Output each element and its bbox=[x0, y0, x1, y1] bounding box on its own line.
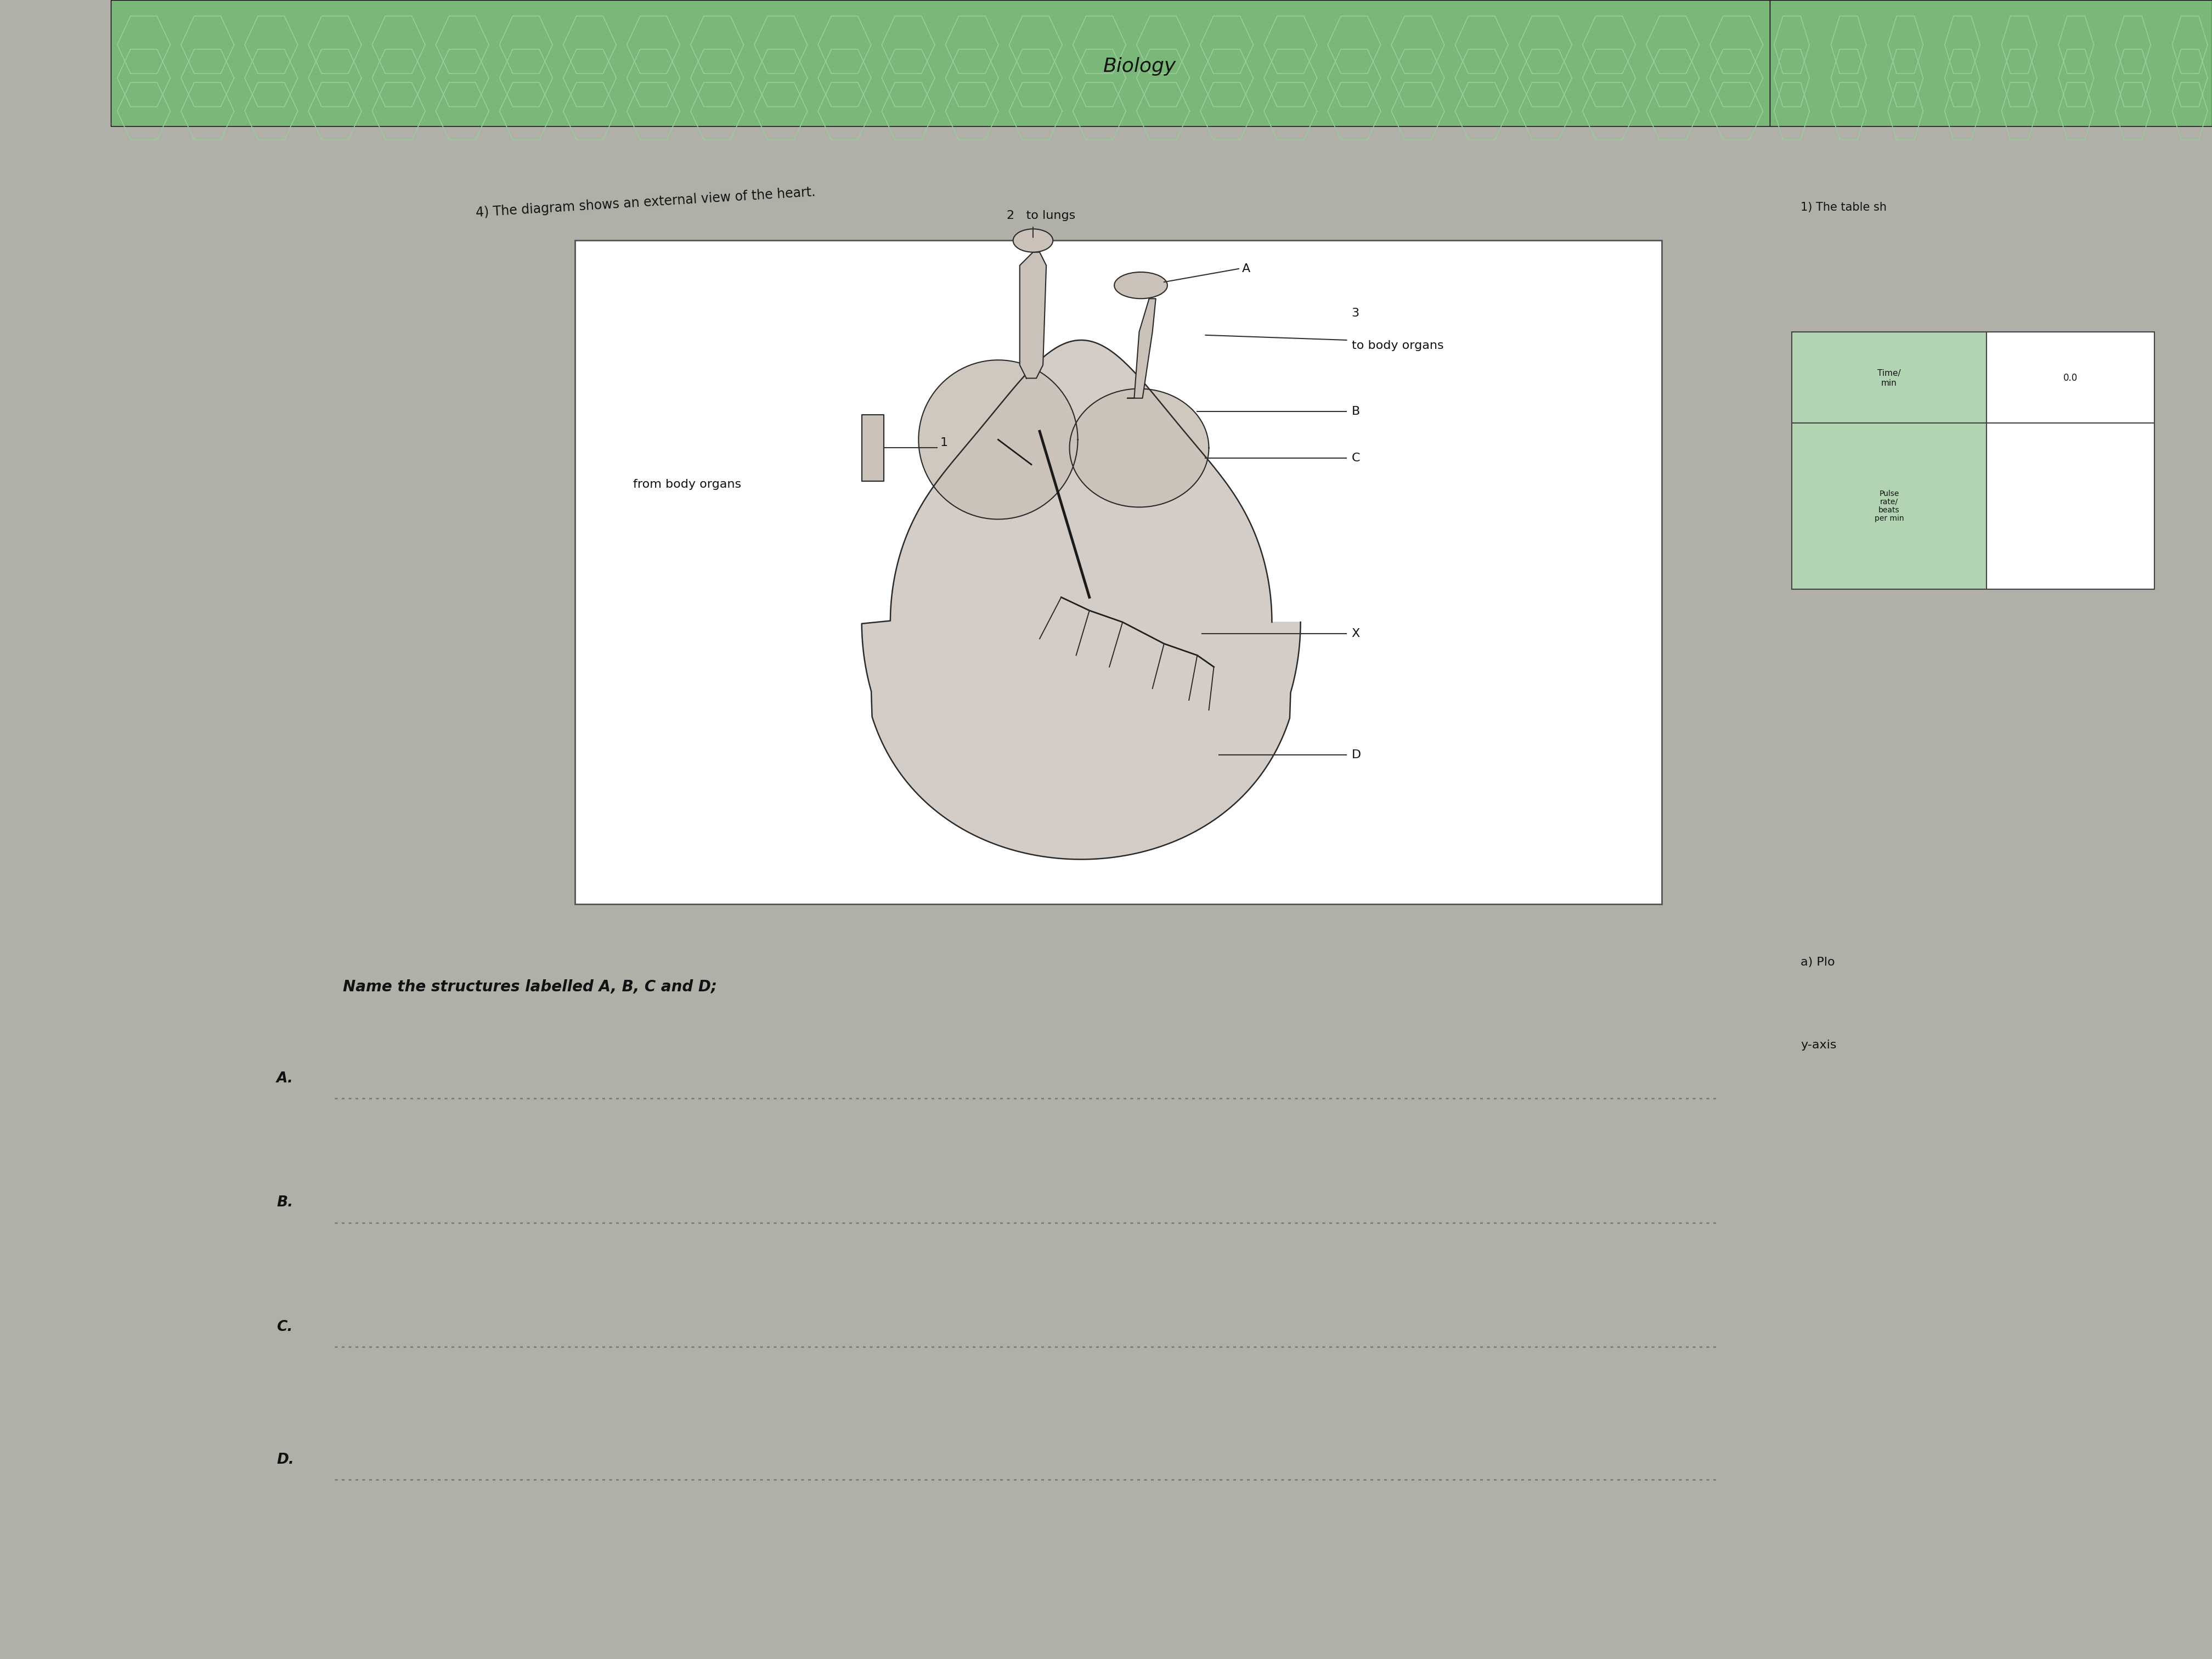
Text: A: A bbox=[1243, 264, 1250, 274]
Text: A.: A. bbox=[276, 1072, 294, 1085]
Text: C: C bbox=[1352, 453, 1360, 463]
FancyBboxPatch shape bbox=[1986, 423, 2154, 589]
Ellipse shape bbox=[1013, 229, 1053, 252]
Text: 3: 3 bbox=[1352, 307, 1360, 319]
Text: 1) The table sh: 1) The table sh bbox=[1801, 202, 1887, 212]
FancyBboxPatch shape bbox=[111, 0, 1770, 126]
Text: y-axis: y-axis bbox=[1801, 1040, 1836, 1050]
Polygon shape bbox=[1020, 252, 1046, 378]
Text: 4) The diagram shows an external view of the heart.: 4) The diagram shows an external view of… bbox=[476, 186, 816, 219]
Polygon shape bbox=[1071, 388, 1208, 508]
Text: 1: 1 bbox=[940, 438, 949, 448]
Text: Name the structures labelled A, B, C and D;: Name the structures labelled A, B, C and… bbox=[343, 979, 717, 995]
Text: 2   to lungs: 2 to lungs bbox=[1006, 211, 1075, 221]
FancyBboxPatch shape bbox=[1792, 332, 1986, 423]
Polygon shape bbox=[863, 340, 1301, 859]
FancyBboxPatch shape bbox=[1792, 423, 1986, 589]
FancyBboxPatch shape bbox=[1770, 0, 2212, 126]
Polygon shape bbox=[918, 360, 1077, 519]
FancyBboxPatch shape bbox=[575, 241, 1661, 904]
Text: D.: D. bbox=[276, 1453, 294, 1467]
Text: D: D bbox=[1352, 750, 1360, 760]
Text: B.: B. bbox=[276, 1196, 292, 1209]
Text: a) Plo: a) Plo bbox=[1801, 957, 1836, 967]
Text: X: X bbox=[1352, 629, 1360, 639]
Text: 0.0: 0.0 bbox=[2064, 373, 2077, 383]
Text: Pulse
rate/
beats
per min: Pulse rate/ beats per min bbox=[1874, 489, 1905, 523]
Text: to body organs: to body organs bbox=[1352, 340, 1444, 352]
Text: from body organs: from body organs bbox=[633, 479, 741, 489]
Ellipse shape bbox=[1115, 272, 1168, 299]
Text: C.: C. bbox=[276, 1321, 292, 1334]
Text: Biology: Biology bbox=[1102, 56, 1177, 76]
Polygon shape bbox=[1128, 299, 1157, 398]
Polygon shape bbox=[863, 415, 885, 481]
Text: Time/
min: Time/ min bbox=[1878, 370, 1900, 387]
FancyBboxPatch shape bbox=[1986, 332, 2154, 423]
Text: B: B bbox=[1352, 406, 1360, 416]
